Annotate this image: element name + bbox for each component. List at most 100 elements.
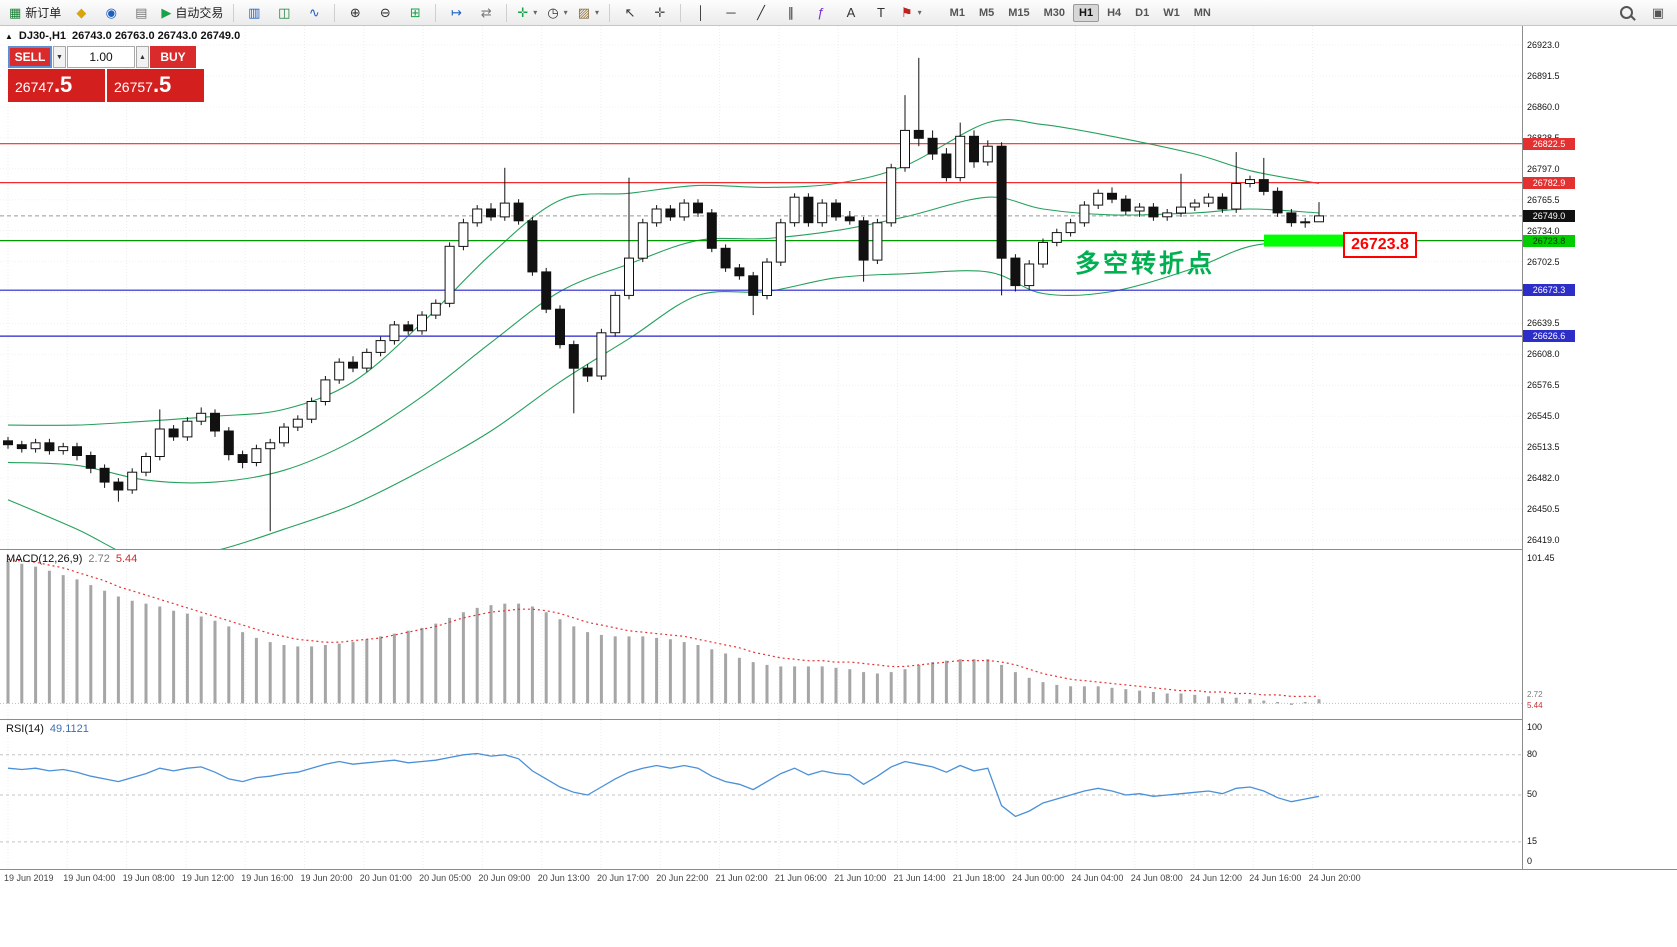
volume-decrease-button[interactable]: ▼ — [53, 46, 66, 68]
toolbar-separator — [506, 3, 508, 22]
main-chart-canvas[interactable] — [0, 26, 1522, 549]
buy-price-button[interactable]: 26757.5 — [107, 69, 204, 102]
autotrading-button[interactable]: ▶ 自动交易 — [157, 2, 227, 24]
chart-annotation-text: 多空转折点 — [1075, 250, 1216, 278]
price-axis[interactable]: 26923.026891.526860.026828.526797.026765… — [1522, 26, 1677, 889]
timeframe-button-h1[interactable]: H1 — [1073, 3, 1100, 22]
search-icon — [1619, 6, 1633, 19]
auto-scroll-button[interactable]: ↦ — [442, 2, 470, 24]
one-click-collapse-icon[interactable]: ▲ — [5, 31, 13, 41]
new-order-button[interactable]: ▦ 新订单 — [5, 2, 65, 24]
candlestick-chart-button[interactable]: ◫ — [270, 2, 298, 24]
timeframe-button-w1[interactable]: W1 — [1163, 6, 1180, 19]
market-watch-icon[interactable]: ◉ — [97, 2, 125, 24]
buy-button[interactable]: BUY — [150, 46, 196, 68]
window-list-button[interactable]: ▣ — [1644, 2, 1672, 24]
time-axis[interactable]: 19 Jun 2019 19 Jun 04:00 19 Jun 08:00 19 Ju… — [0, 869, 1677, 890]
macd-indicator-pane[interactable]: MACD(12,26,9) 2.72 5.44 — [0, 549, 1522, 719]
time-axis-label: 21 Jun 06:00 — [774, 873, 827, 883]
trendline-button[interactable]: ╱ — [747, 2, 775, 24]
time-axis-label: 19 Jun 2019 — [4, 873, 54, 883]
horizontal-line-icon: ─ — [726, 5, 736, 20]
tile-windows-icon: ⊞ — [409, 5, 421, 20]
timeframe-button-m15[interactable]: M15 — [1008, 6, 1030, 19]
main-chart-pane[interactable]: ▲ DJ30-,H1 26743.0 26763.0 26743.0 26749… — [0, 26, 1522, 549]
timeframe-button-m5[interactable]: M5 — [978, 6, 995, 19]
candlestick-chart-icon: ◫ — [278, 5, 291, 20]
shapes-icon: ⚑ — [901, 5, 913, 20]
chevron-down-icon: ▾ — [917, 8, 922, 17]
line-chart-button[interactable]: ∿ — [300, 2, 328, 24]
time-axis-label: 24 Jun 16:00 — [1249, 873, 1302, 883]
templates-button[interactable]: ▨ ▾ — [574, 2, 603, 24]
vertical-line-button[interactable]: │ — [687, 2, 715, 24]
price-line-tag: 26723.8 — [1523, 235, 1575, 247]
rsi-value: 49.1121 — [49, 723, 89, 735]
chart-profiles-icon[interactable]: ◆ — [67, 2, 95, 24]
time-axis-label: 20 Jun 05:00 — [419, 873, 472, 883]
chevron-down-icon: ▾ — [563, 8, 568, 17]
axis-price-label: 26860.0 — [1527, 102, 1560, 112]
macd-header: MACD(12,26,9) 2.72 5.44 — [6, 553, 137, 565]
price-callout-label: 26723.8 — [1343, 232, 1417, 258]
top-toolbar: ▦ 新订单 ◆ ◉ ▤ ▶ 自动交易 ▥ ◫ ∿ ⊕ ⊖ ⊞ ↦ ⇄ ✛ ▾ ◷ ▾ ▨ ▾ ↖ ✛ │ ─ ╱ ∥ ƒ A T ⚑ ▾ M1 M… — [0, 0, 1677, 26]
tile-windows-button[interactable]: ⊞ — [401, 2, 429, 24]
macd-axis-max-label: 101.45 — [1527, 553, 1555, 563]
zoom-out-button[interactable]: ⊖ — [371, 2, 399, 24]
volume-increase-button[interactable]: ▲ — [136, 46, 149, 68]
axis-price-label: 26891.5 — [1527, 71, 1560, 81]
axis-price-label: 26639.5 — [1527, 318, 1560, 328]
axis-price-label: 26545.0 — [1527, 411, 1560, 421]
axis-price-label: 26419.0 — [1527, 535, 1560, 545]
navigator-icon[interactable]: ▤ — [127, 2, 155, 24]
sell-button[interactable]: SELL — [8, 46, 52, 68]
timeframe-button-mn[interactable]: MN — [1193, 6, 1211, 19]
crosshair-button[interactable]: ✛ — [646, 2, 674, 24]
volume-input[interactable] — [67, 46, 135, 68]
timeframe-button-d1[interactable]: D1 — [1135, 6, 1150, 19]
indicators-button[interactable]: ✛ ▾ — [513, 2, 541, 24]
chevron-down-icon: ▾ — [594, 8, 599, 17]
fibonacci-icon: ƒ — [817, 5, 825, 20]
rsi-indicator-pane[interactable]: RSI(14) 49.1121 — [0, 719, 1522, 869]
timeframe-button-m1[interactable]: M1 — [949, 6, 965, 19]
text-label-button[interactable]: T — [867, 2, 895, 24]
rsi-axis-label: 15 — [1527, 836, 1538, 846]
fibonacci-button[interactable]: ƒ — [807, 2, 835, 24]
horizontal-line-button[interactable]: ─ — [717, 2, 745, 24]
axis-price-label: 26765.5 — [1527, 195, 1560, 205]
symbol-timeframe-label: DJ30-,H1 — [18, 30, 66, 42]
chart-workspace: ▲ DJ30-,H1 26743.0 26763.0 26743.0 26749… — [0, 26, 1677, 947]
macd-canvas[interactable] — [0, 550, 1522, 719]
shapes-button[interactable]: ⚑ ▾ — [897, 2, 926, 24]
timeframe-button-h4[interactable]: H4 — [1107, 6, 1122, 19]
time-axis-label: 24 Jun 04:00 — [1071, 873, 1124, 883]
sell-price-button[interactable]: 26747.5 — [8, 69, 105, 102]
toolbar-separator — [233, 3, 235, 22]
cursor-button[interactable]: ↖ — [616, 2, 644, 24]
axis-price-label: 26482.0 — [1527, 473, 1560, 483]
time-axis-label: 21 Jun 02:00 — [715, 873, 768, 883]
chart-shift-button[interactable]: ⇄ — [472, 2, 500, 24]
axis-price-label: 26608.0 — [1527, 349, 1560, 359]
trendline-icon: ╱ — [757, 5, 765, 20]
search-button[interactable] — [1614, 2, 1642, 24]
vertical-line-icon: │ — [696, 5, 706, 20]
time-axis-label: 19 Jun 20:00 — [300, 873, 353, 883]
channel-button[interactable]: ∥ — [777, 2, 805, 24]
rsi-axis-label: 50 — [1527, 789, 1538, 799]
autotrading-icon: ▶ — [161, 5, 172, 20]
time-axis-label: 19 Jun 08:00 — [122, 873, 175, 883]
bar-chart-button[interactable]: ▥ — [240, 2, 268, 24]
zoom-in-button[interactable]: ⊕ — [341, 2, 369, 24]
one-click-trading-panel: SELL ▼ ▲ BUY 26747.5 26757.5 — [8, 46, 204, 102]
price-line-tag: 26822.5 — [1523, 138, 1575, 150]
rsi-canvas[interactable] — [0, 720, 1522, 869]
axis-price-label: 26923.0 — [1527, 40, 1560, 50]
text-button[interactable]: A — [837, 2, 865, 24]
periods-button[interactable]: ◷ ▾ — [543, 2, 571, 24]
window-list-icon: ▣ — [1651, 5, 1665, 20]
macd-main-value: 2.72 — [88, 553, 110, 565]
timeframe-button-m30[interactable]: M30 — [1043, 6, 1066, 19]
line-chart-icon: ∿ — [308, 5, 320, 20]
